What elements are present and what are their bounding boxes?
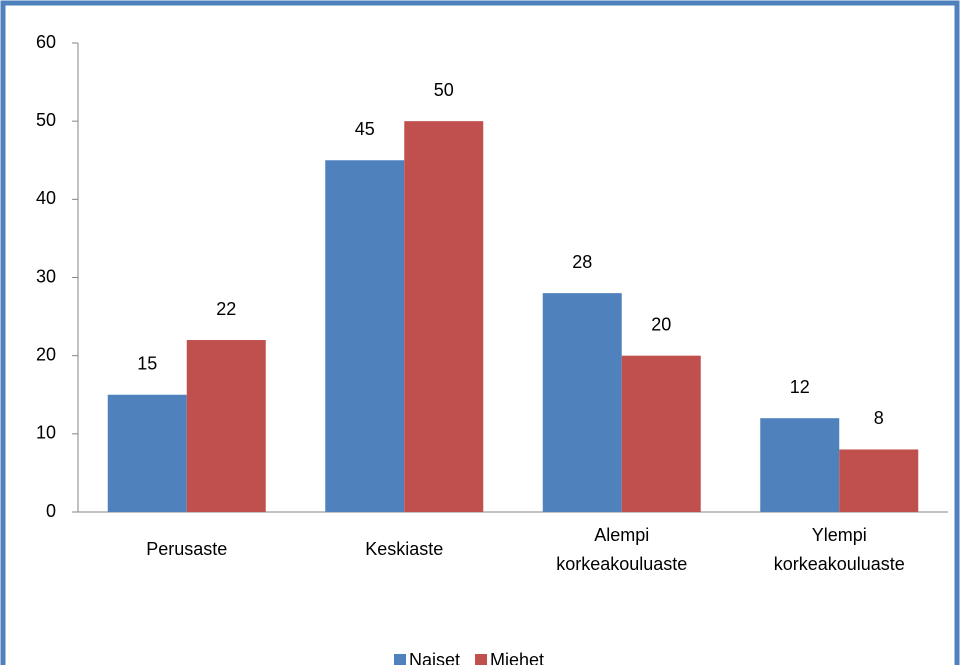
bar bbox=[404, 121, 484, 513]
data-label: 20 bbox=[651, 314, 671, 334]
y-tick-label: 20 bbox=[36, 344, 56, 364]
data-label: 28 bbox=[572, 252, 592, 272]
legend-swatch bbox=[475, 654, 488, 665]
bar bbox=[621, 355, 701, 512]
data-label: 22 bbox=[216, 299, 236, 319]
legend-swatch bbox=[394, 654, 406, 665]
data-label: 12 bbox=[790, 377, 810, 397]
bar bbox=[186, 340, 266, 512]
y-tick-label: 0 bbox=[46, 501, 56, 521]
y-tick-label: 60 bbox=[36, 32, 56, 52]
y-tick-label: 30 bbox=[36, 266, 56, 286]
bar bbox=[760, 418, 840, 512]
bar bbox=[325, 160, 405, 512]
bar bbox=[542, 293, 622, 512]
data-label: 15 bbox=[137, 354, 157, 374]
y-tick-label: 10 bbox=[36, 423, 56, 443]
bar bbox=[839, 449, 919, 512]
bar bbox=[107, 394, 187, 512]
x-tick-label: Perusaste bbox=[146, 539, 227, 559]
x-tick-label: Keskiaste bbox=[365, 539, 443, 559]
y-tick-label: 40 bbox=[36, 188, 56, 208]
x-tick-label: Ylempi korkeakouluaste bbox=[774, 525, 905, 574]
data-label: 50 bbox=[434, 80, 454, 100]
data-label: 45 bbox=[355, 119, 375, 139]
y-tick-label: 50 bbox=[36, 110, 56, 130]
data-label: 8 bbox=[874, 408, 884, 428]
legend-label: Miehet bbox=[490, 650, 544, 665]
legend-label: Naiset bbox=[409, 650, 460, 665]
x-tick-label: Alempi korkeakouluaste bbox=[556, 525, 687, 574]
